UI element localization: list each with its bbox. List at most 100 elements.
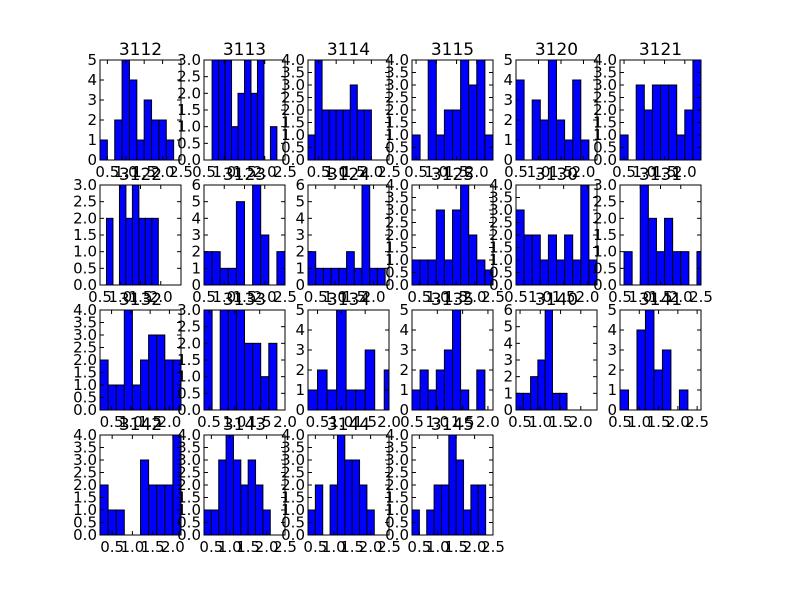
histogram-bar (165, 139, 175, 161)
x-tick-label: 0.5 (303, 538, 327, 556)
histogram-bar (240, 484, 249, 536)
histogram-bar (314, 59, 323, 161)
x-tick-label: 1.5 (248, 413, 272, 431)
y-tick-label: 0 (87, 151, 97, 169)
y-tick-label: 3.5 (281, 64, 305, 82)
histogram-bar (128, 79, 138, 161)
histogram-bar (636, 329, 646, 411)
y-tick-label: 5 (295, 193, 305, 211)
x-tick-label: 1.5 (353, 413, 377, 431)
x-tick-label: 0.5 (608, 288, 632, 306)
histogram-bar (118, 184, 127, 286)
histogram-bar (539, 119, 549, 161)
histogram-bar (580, 139, 590, 161)
subplot-title: 3123 (223, 165, 266, 185)
y-tick-label: 5 (607, 301, 617, 319)
y-tick-label: 3.0 (281, 76, 305, 94)
y-tick-label: 2.5 (489, 214, 513, 232)
y-tick-label: 0.0 (593, 276, 617, 294)
y-tick-label: 1 (399, 381, 409, 399)
y-tick-label: 2.0 (385, 226, 409, 244)
histogram-bar (452, 309, 462, 411)
histogram-bar (448, 434, 457, 536)
y-tick-label: 4.0 (73, 301, 97, 319)
subplot-title: 3143 (223, 415, 266, 435)
histogram-bar (158, 119, 167, 161)
x-tick-label: 2.0 (255, 538, 279, 556)
x-tick-label: 2.0 (161, 538, 185, 556)
histogram-bar (314, 484, 324, 536)
x-tick-label: 1.0 (627, 413, 651, 431)
histogram-bar (433, 484, 442, 536)
y-tick-label: 1.5 (593, 114, 617, 132)
x-tick-label: 2.0 (273, 413, 297, 431)
y-tick-label: 2 (191, 243, 201, 261)
histogram-bar (218, 459, 227, 536)
histogram-bar (237, 92, 246, 161)
x-tick-label: 1.0 (527, 163, 551, 181)
histogram-bar (537, 359, 546, 411)
histogram-bar (317, 369, 328, 411)
histogram-bar (326, 389, 338, 411)
histogram-bar (476, 259, 486, 286)
histogram-bar (476, 59, 486, 161)
x-tick-label: 1.0 (426, 538, 450, 556)
y-tick-label: 1 (607, 381, 617, 399)
subplot-title: 3133 (223, 290, 266, 310)
y-tick-label: 1 (503, 131, 513, 149)
y-tick-label: 0.0 (281, 151, 305, 169)
histogram-bar (564, 234, 574, 286)
y-tick-label: 3.5 (593, 64, 617, 82)
y-tick-label: 4.0 (593, 51, 617, 69)
y-tick-label: 5 (399, 301, 409, 319)
y-tick-label: 1 (87, 131, 97, 149)
subplot-title: 3145 (431, 415, 474, 435)
y-tick-label: 3 (399, 341, 409, 359)
histogram-bar (131, 384, 141, 411)
y-tick-label: 3 (191, 226, 201, 244)
histogram-bar (470, 484, 479, 536)
subplot-title: 3134 (327, 290, 370, 310)
subplot-title: 3140 (535, 290, 578, 310)
y-tick-label: 1.0 (177, 368, 201, 386)
y-tick-label: 1.0 (385, 251, 409, 269)
x-tick-label: 1.0 (329, 413, 353, 431)
histogram-bar (452, 109, 462, 161)
histogram-bar (443, 349, 453, 411)
histogram-bar (435, 134, 445, 161)
y-tick-label: 4.0 (489, 176, 513, 194)
y-tick-label: 3.5 (385, 189, 409, 207)
y-tick-label: 3.0 (489, 201, 513, 219)
x-tick-label: 2.0 (666, 413, 690, 431)
y-tick-label: 2.5 (73, 464, 97, 482)
y-tick-label: 3.0 (385, 201, 409, 219)
histogram-bar (164, 484, 174, 536)
histogram-bar (419, 369, 429, 411)
histogram-bar (680, 251, 690, 286)
histogram-bar (647, 217, 657, 286)
histogram-bar (321, 109, 330, 161)
y-tick-label: 2.0 (177, 84, 201, 102)
subplot-title: 3122 (119, 165, 162, 185)
y-tick-label: 1.0 (73, 501, 97, 519)
histogram-bar (452, 209, 462, 286)
y-tick-label: 3 (295, 226, 305, 244)
y-tick-label: 6 (295, 176, 305, 194)
x-tick-label: 2.5 (481, 288, 505, 306)
y-tick-label: 3.5 (385, 439, 409, 457)
histogram-bar (140, 359, 150, 411)
x-tick-label: 2.0 (673, 163, 697, 181)
histogram-bar (218, 59, 226, 161)
x-tick-label: 2.0 (377, 413, 401, 431)
histogram-bar (256, 59, 265, 161)
x-tick-label: 1.0 (212, 163, 236, 181)
subplot-title: 3125 (431, 165, 474, 185)
subplot-title: 3135 (431, 290, 474, 310)
x-tick-label: 1.5 (342, 288, 366, 306)
y-tick-label: 0.5 (177, 134, 201, 152)
y-tick-label: 3.0 (385, 451, 409, 469)
histogram-bar (307, 389, 319, 411)
y-tick-label: 2.0 (385, 476, 409, 494)
y-tick-label: 4.0 (385, 426, 409, 444)
